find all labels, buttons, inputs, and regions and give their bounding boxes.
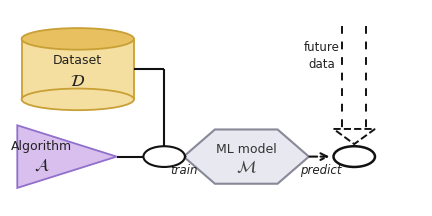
- Text: predict: predict: [300, 164, 342, 177]
- Ellipse shape: [22, 89, 134, 110]
- Polygon shape: [17, 125, 117, 188]
- Circle shape: [143, 146, 185, 167]
- Text: future: future: [304, 41, 340, 54]
- Text: data: data: [308, 58, 335, 71]
- Text: $\mathcal{A}$: $\mathcal{A}$: [34, 156, 50, 174]
- Text: train: train: [171, 164, 198, 177]
- Polygon shape: [334, 129, 375, 144]
- Text: ML model: ML model: [216, 143, 276, 156]
- Circle shape: [334, 146, 375, 167]
- Text: Algorithm: Algorithm: [11, 140, 72, 153]
- Text: $\mathcal{D}$: $\mathcal{D}$: [70, 72, 85, 90]
- Polygon shape: [184, 129, 309, 184]
- Text: Dataset: Dataset: [53, 54, 102, 67]
- Text: $\mathcal{M}$: $\mathcal{M}$: [236, 158, 257, 176]
- Polygon shape: [22, 39, 134, 99]
- Ellipse shape: [22, 28, 134, 50]
